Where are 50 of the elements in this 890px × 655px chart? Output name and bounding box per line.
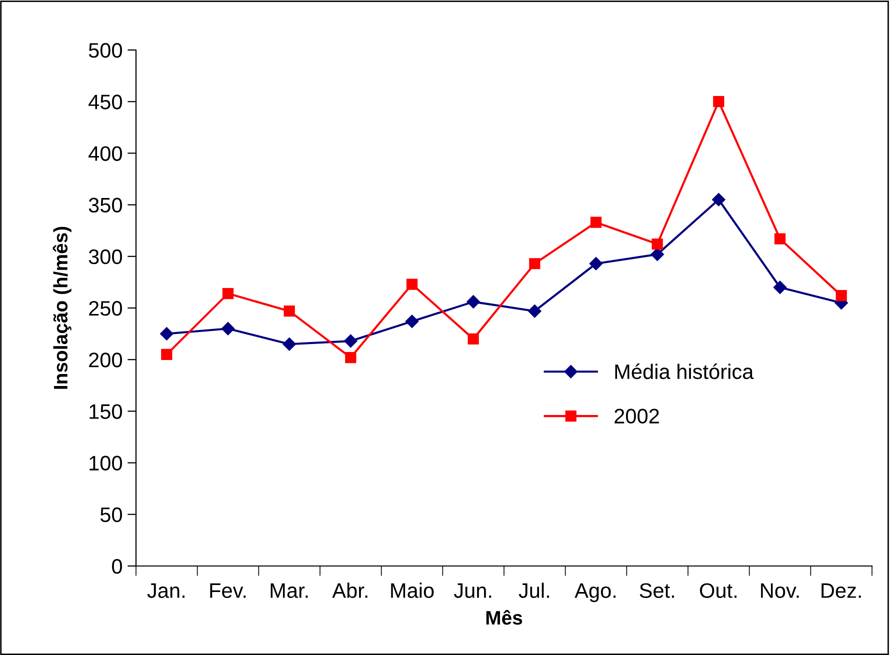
point <box>345 352 356 364</box>
point <box>344 334 358 348</box>
x-tick-label: Jun. <box>454 583 492 598</box>
point <box>590 216 602 228</box>
point <box>528 304 542 318</box>
x-tick-label: Maio <box>391 582 434 598</box>
point <box>774 233 786 244</box>
y-tick-label: 300 <box>88 249 122 264</box>
y-tick-label: 0 <box>112 559 122 574</box>
x-tick-label: Jan. <box>147 583 184 598</box>
y-tick-label: 350 <box>88 198 122 213</box>
point <box>773 280 787 294</box>
point <box>650 248 664 261</box>
x-tick-label: Set. <box>640 583 674 598</box>
y-tick-label: 450 <box>88 94 122 110</box>
y-tick-label: 200 <box>89 352 122 368</box>
x-tick-label: Mar. <box>270 583 308 598</box>
point <box>160 327 174 340</box>
y-tick-label: 150 <box>90 404 122 419</box>
x-tick-label: Dez. <box>822 583 861 598</box>
x-axis-title: Mês <box>486 610 522 625</box>
point <box>161 348 172 360</box>
y-tick-label: 250 <box>89 301 122 316</box>
y-tick-label: 500 <box>88 43 122 58</box>
point <box>466 295 480 308</box>
point <box>652 238 663 250</box>
point <box>589 257 603 270</box>
point <box>836 290 847 302</box>
point <box>712 193 726 206</box>
point <box>713 96 724 108</box>
x-tick-label: Out. <box>700 583 736 598</box>
x-tick-label: Nov. <box>761 583 799 598</box>
point <box>222 288 234 300</box>
y-tick-label: 50 <box>100 507 122 522</box>
point <box>282 338 296 351</box>
legend-label: Média histórica <box>615 364 754 380</box>
x-tick-label: Fev. <box>210 583 246 598</box>
legend-label: 2002 <box>614 408 659 424</box>
point <box>529 258 540 270</box>
y-tick-label: 400 <box>88 146 122 161</box>
y-tick-label: 100 <box>90 456 122 471</box>
point <box>468 333 479 345</box>
point <box>405 314 419 328</box>
x-tick-label: Abr. <box>332 582 368 598</box>
point <box>221 322 235 336</box>
x-tick-label: Ago. <box>574 583 616 602</box>
point <box>284 306 295 317</box>
y-axis-title: Insolação (h/mês) <box>52 226 72 389</box>
x-tick-label: Jul. <box>518 582 549 598</box>
point <box>406 278 418 290</box>
